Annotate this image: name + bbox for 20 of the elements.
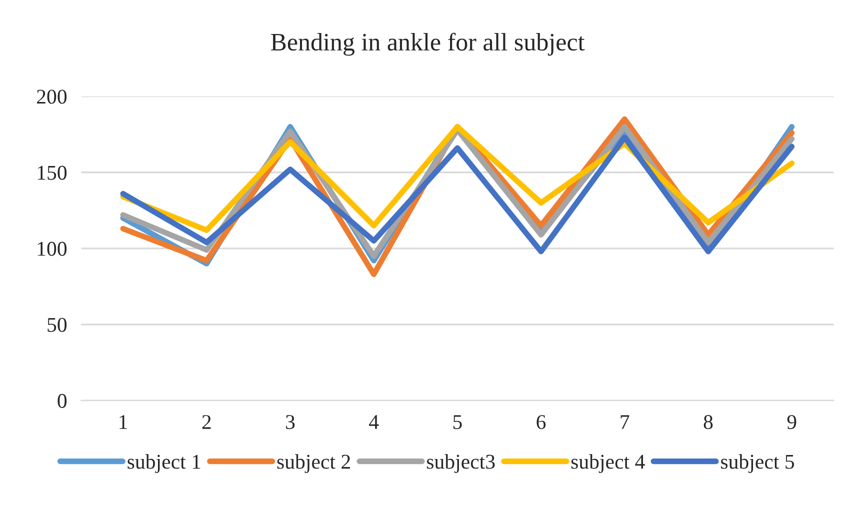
y-tick-label: 100 xyxy=(38,242,67,256)
y-tick-label: 150 xyxy=(38,166,67,180)
legend-label: subject 2 xyxy=(277,454,350,474)
x-tick-label: 8 xyxy=(704,415,713,430)
x-tick-label: 7 xyxy=(620,415,630,429)
y-tick-label: 50 xyxy=(48,318,67,332)
x-tick-label: 5 xyxy=(453,415,462,430)
legend-label: subject 4 xyxy=(571,454,645,474)
x-tick-label: 6 xyxy=(536,415,546,430)
chart-title: Bending in ankle for all subject xyxy=(270,32,585,56)
legend-label: subject 1 xyxy=(128,454,200,474)
x-tick-label: 1 xyxy=(120,415,127,429)
legend-label: subject3 xyxy=(426,454,495,474)
y-tick-label: 200 xyxy=(37,90,67,104)
x-tick-label: 4 xyxy=(369,415,379,429)
x-tick-label: 2 xyxy=(202,415,211,429)
legend-label: subject 5 xyxy=(721,454,794,474)
x-tick-label: 9 xyxy=(787,415,796,430)
x-tick-label: 3 xyxy=(286,415,295,430)
y-tick-label: 0 xyxy=(58,394,67,408)
